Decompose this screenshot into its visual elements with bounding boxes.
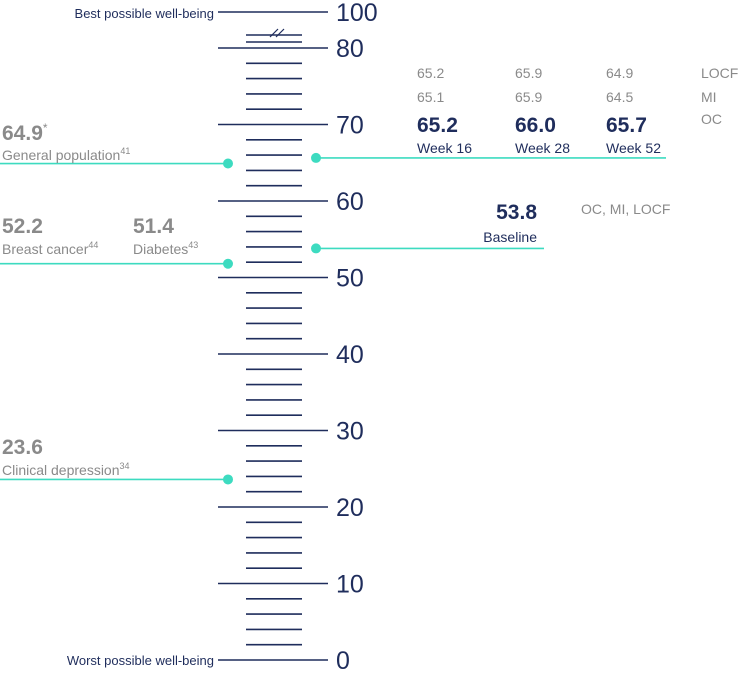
tick-label-0: 0 [336,647,350,674]
top-label: Best possible well-being [75,6,214,21]
week52-label: Week 52 [606,140,661,156]
breast-cancer-label: Breast cancer44 [2,240,98,257]
baseline-dot [311,243,321,254]
clinical-depression-label: Clinical depression34 [2,461,130,478]
method-oc-label: OC [701,111,722,127]
ruler [246,34,302,646]
tick-label-30: 30 [336,418,364,446]
general-population-label: General population41 [2,146,130,163]
diabetes-value: 51.4 [133,215,174,238]
bottom-label: Worst possible well-being [67,653,214,668]
general-population-value: 64.9* [2,121,48,145]
axis-break [269,28,285,38]
breast-cancer-value: 52.2 [2,215,43,238]
general-population-dot [223,158,233,169]
week16-label: Week 16 [417,140,472,156]
diabetes-ref: 43 [188,240,198,250]
general-population-marker: * [43,121,48,135]
week16-mi: 65.1 [417,89,444,105]
week52-locf: 64.9 [606,65,633,81]
method-mi-label: MI [701,89,717,105]
baseline-label: Baseline [483,229,537,245]
tick-label-70: 70 [336,112,364,140]
tick-label-50: 50 [336,265,364,293]
week28-label: Week 28 [515,140,570,156]
week16-locf: 65.2 [417,65,444,81]
general-population-ref: 41 [120,146,130,156]
breast-cancer-ref: 44 [88,240,98,250]
week28-locf: 65.9 [515,65,542,81]
axis-break-mark [275,28,285,38]
week28-oc: 66.0 [515,114,556,137]
breast-cancer-diabetes-dot [223,258,233,269]
reference-lines [0,152,666,485]
clinical-depression-ref: 34 [120,461,130,471]
week28-mi: 65.9 [515,89,542,105]
tick-label-80: 80 [336,35,364,63]
method-locf-label: LOCF [701,65,738,81]
tick-label-10: 10 [336,571,364,599]
baseline-methods: OC, MI, LOCF [581,201,670,217]
week16-oc: 65.2 [417,114,458,137]
clinical-depression-value: 23.6 [2,436,43,459]
tick-label-40: 40 [336,341,364,369]
week52-mi: 64.5 [606,89,633,105]
tick-label-60: 60 [336,188,364,216]
major-ticks: 0 10 20 30 40 50 60 70 80 100 [218,0,378,674]
diabetes-label: Diabetes43 [133,240,198,257]
tick-label-100: 100 [336,0,378,27]
axis-break-mark [269,28,279,38]
baseline-value: 53.8 [496,201,537,224]
week52-oc: 65.7 [606,114,647,137]
clinical-depression-dot [223,474,233,485]
tick-label-20: 20 [336,494,364,522]
followup-dot [311,152,321,163]
